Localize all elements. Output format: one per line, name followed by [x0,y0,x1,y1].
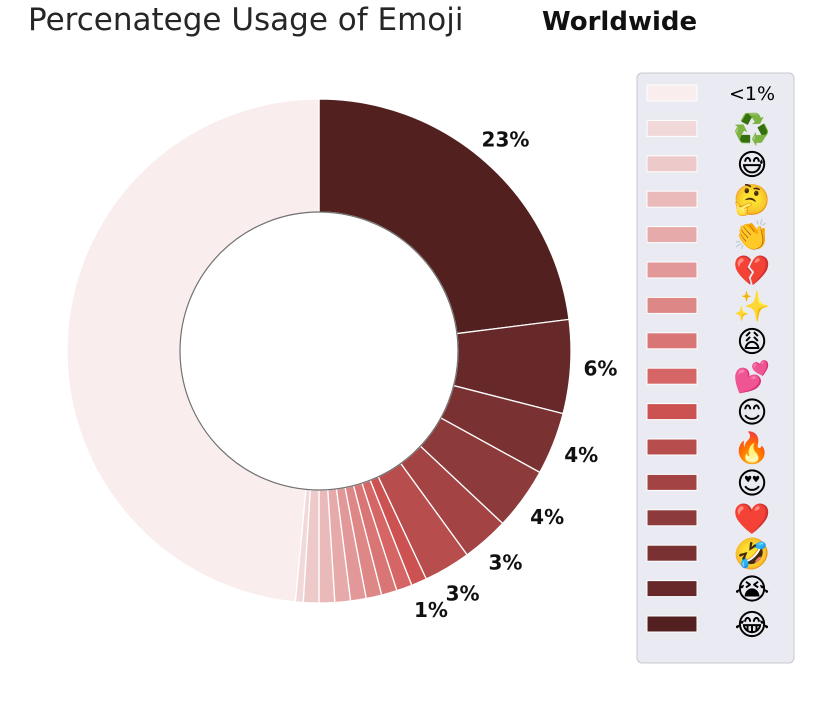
slice-percent-label: 3% [446,582,480,606]
legend-swatch [646,155,698,173]
legend-label: 🤣 [732,536,770,573]
legend-label: 💕 [733,359,770,395]
legend-label: <1% [729,83,775,105]
slice-percent-label: 23% [482,127,530,151]
legend-swatch [646,438,698,456]
legend-label: 😍 [736,466,767,501]
legend-swatch [646,473,698,491]
legend-label: ❤️ [733,502,771,537]
legend-swatch [646,403,698,421]
legend-label: ✨ [733,289,770,324]
chart-title: Percenatege Usage of Emoji [28,2,463,38]
legend-swatch [646,119,698,137]
legend-label: 😩 [736,325,767,360]
legend-label: 😂 [734,608,769,643]
legend-swatch [646,367,698,385]
percent-labels: 23%6%4%4%3%3%1% [414,127,617,621]
legend-label: 😭 [734,573,769,608]
legend-label: 🤔 [733,183,770,218]
legend-label: 🔥 [733,430,770,466]
legend: 😂😭🤣❤️😍🔥😊💕😩✨💔👏🤔😅♻️ <1% [636,72,795,664]
legend-label: 👏 [733,218,770,254]
legend-swatch [646,615,698,633]
legend-label: 💔 [733,254,771,289]
legend-swatch [646,296,698,314]
slice-percent-label: 4% [564,443,598,467]
slice-percent-label: 3% [489,551,523,575]
chart-subtitle: Worldwide [542,7,697,37]
legend-swatch [646,332,698,350]
legend-label: ♻️ [733,111,770,147]
legend-swatch [646,190,698,208]
legend-swatch [646,226,698,244]
slice-percent-label: 1% [414,598,448,622]
donut-hole [179,211,459,491]
legend-swatch [646,544,698,562]
legend-swatch [646,580,698,598]
slice-percent-label: 4% [530,505,564,529]
legend-label: 😅 [736,148,767,183]
legend-swatch [646,509,698,527]
legend-swatch [646,261,698,279]
slice-percent-label: 6% [583,357,617,381]
legend-label: 😊 [736,396,767,431]
legend-swatch [646,84,698,102]
